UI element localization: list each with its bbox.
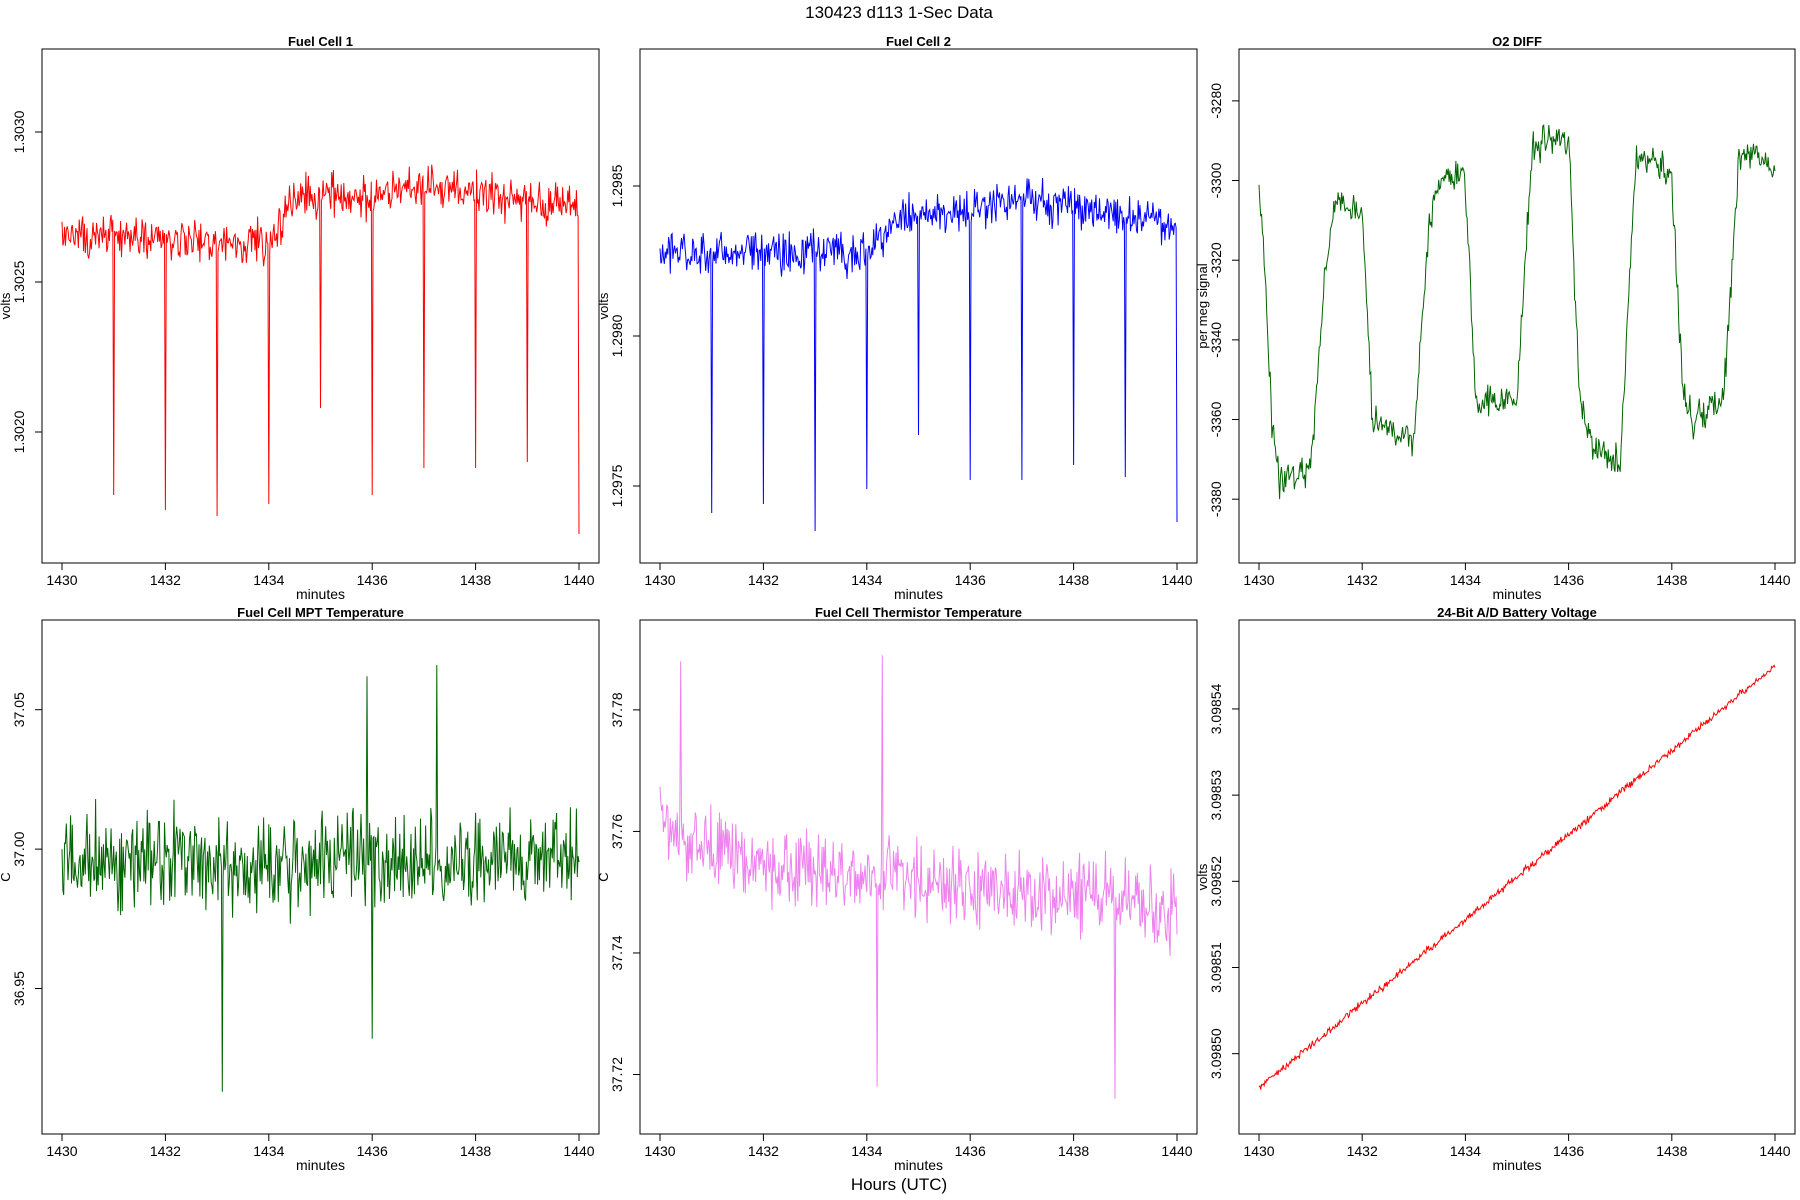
x-tick-label: 1432 [1347,1143,1378,1159]
x-tick-label: 1432 [150,572,181,588]
x-tick-label: 1438 [1058,572,1089,588]
x-tick-label: 1438 [460,572,491,588]
y-tick-label: 3.09854 [1208,683,1224,734]
y-tick-label: 36.95 [11,971,27,1006]
x-tick-label: 1432 [748,1143,779,1159]
x-tick-label: 1434 [1450,572,1481,588]
x-tick-label: 1438 [1058,1143,1089,1159]
x-axis-label: minutes [1492,1157,1541,1173]
x-tick-label: 1432 [748,572,779,588]
x-tick-label: 1440 [563,1143,594,1159]
y-axis-label: per meg signal [1195,263,1210,348]
chart-title: O2 DIFF [1492,34,1542,49]
y-tick-label: -3360 [1208,401,1224,437]
chart-panel: 24-Bit A/D Battery Voltage 1430 1432 1434 14… [1195,605,1796,1173]
x-tick-label: 1430 [644,1143,675,1159]
x-tick-label: 1430 [1243,572,1274,588]
x-tick-label: 1434 [253,572,284,588]
figure-xlabel: Hours (UTC) [851,1175,947,1194]
plot-frame [639,48,1198,564]
y-axis-label: volts [0,292,13,319]
y-tick-label: 37.78 [609,692,625,727]
x-tick-label: 1430 [644,572,675,588]
chart-panel: Fuel Cell 1 1430 1432 1434 1436 1438 1440 minut… [0,34,600,602]
series-line [1258,124,1776,500]
chart-panel: Fuel Cell Thermistor Temperature 1430 1432… [596,605,1198,1173]
x-tick-label: 1436 [1553,572,1584,588]
x-tick-label: 1438 [460,1143,491,1159]
x-tick-label: 1440 [1161,572,1192,588]
y-tick-label: 1.2975 [609,464,625,507]
x-tick-label: 1434 [253,1143,284,1159]
y-axis-label: volts [596,292,611,319]
y-tick-label: 1.3025 [11,260,27,303]
x-tick-label: 1436 [1553,1143,1584,1159]
plot-frame [1238,619,1796,1135]
x-tick-label: 1432 [1347,572,1378,588]
y-tick-label: 1.2985 [609,164,625,207]
x-tick-label: 1440 [1759,1143,1790,1159]
chart-title: 24-Bit A/D Battery Voltage [1437,605,1597,620]
series-line [1258,664,1776,1090]
x-axis-label: minutes [1492,586,1541,602]
x-tick-label: 1436 [955,572,986,588]
y-axis-label: C [0,872,13,881]
y-tick-label: 37.05 [11,692,27,727]
chart-title: Fuel Cell MPT Temperature [237,605,404,620]
series-line [61,665,580,1092]
chart-panel: Fuel Cell MPT Temperature 1430 1432 1434 143… [0,605,600,1173]
y-tick-label: -3300 [1208,162,1224,198]
y-tick-label: 37.72 [609,1057,625,1092]
x-tick-label: 1434 [851,1143,882,1159]
series-line [61,164,580,535]
x-tick-label: 1436 [357,572,388,588]
y-tick-label: 3.09851 [1208,942,1224,993]
y-tick-label: 3.09852 [1208,856,1224,907]
series-line [659,177,1178,532]
y-tick-label: 1.3030 [11,110,27,153]
chart-title: Fuel Cell Thermistor Temperature [815,605,1022,620]
panels-group: Fuel Cell 1 1430 1432 1434 1436 1438 1440 minut… [0,34,1796,1173]
figure-title: 130423 d113 1-Sec Data [805,3,993,22]
x-tick-label: 1432 [150,1143,181,1159]
y-tick-label: 37.00 [11,831,27,866]
x-axis-label: minutes [894,1157,943,1173]
y-tick-label: 3.09850 [1208,1028,1224,1079]
y-axis-label: volts [1195,863,1210,890]
x-tick-label: 1440 [1161,1143,1192,1159]
chart-panel: Fuel Cell 2 1430 1432 1434 1436 1438 1440 minut… [596,34,1198,602]
chart-panel: O2 DIFF 1430 1432 1434 1436 1438 1440 minutes -3… [1195,34,1796,602]
x-tick-label: 1430 [1243,1143,1274,1159]
y-tick-label: 37.74 [609,935,625,970]
x-axis-label: minutes [296,1157,345,1173]
y-tick-label: 1.3020 [11,410,27,453]
chart-title: Fuel Cell 1 [288,34,353,49]
x-tick-label: 1440 [563,572,594,588]
x-tick-label: 1430 [46,1143,77,1159]
x-tick-label: 1436 [357,1143,388,1159]
x-tick-label: 1438 [1656,1143,1687,1159]
x-tick-label: 1440 [1759,572,1790,588]
y-tick-label: -3340 [1208,322,1224,358]
y-tick-label: 37.76 [609,814,625,849]
x-tick-label: 1434 [851,572,882,588]
x-axis-label: minutes [296,586,345,602]
chart-title: Fuel Cell 2 [886,34,951,49]
x-tick-label: 1434 [1450,1143,1481,1159]
series-line [659,655,1178,1099]
y-tick-label: 1.2980 [609,314,625,357]
y-tick-label: -3380 [1208,481,1224,517]
x-tick-label: 1438 [1656,572,1687,588]
y-tick-label: -3320 [1208,242,1224,278]
x-axis-label: minutes [894,586,943,602]
x-tick-label: 1436 [955,1143,986,1159]
x-tick-label: 1430 [46,572,77,588]
y-tick-label: 3.09853 [1208,770,1224,821]
y-tick-label: -3280 [1208,83,1224,119]
y-axis-label: C [596,872,611,881]
